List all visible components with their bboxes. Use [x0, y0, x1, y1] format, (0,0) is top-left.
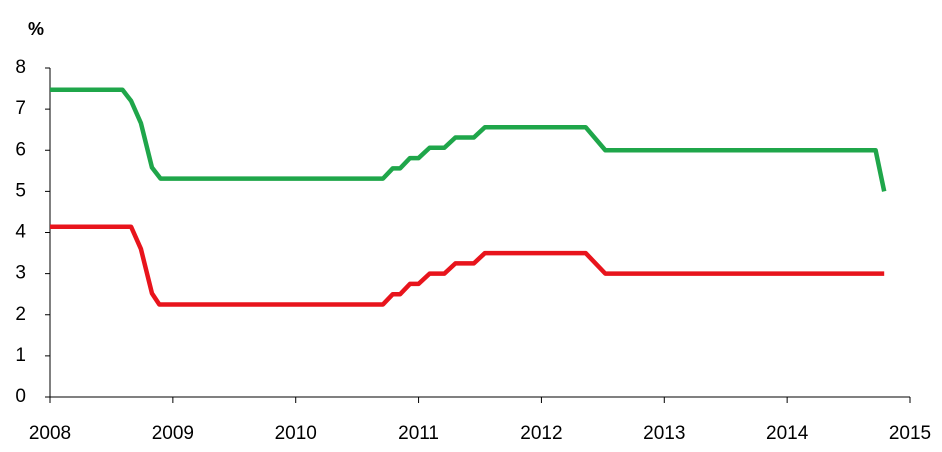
- line-series: [50, 224, 885, 307]
- x-tick-label: 2009: [152, 423, 194, 444]
- y-tick-label: 1: [15, 345, 26, 366]
- y-tick-label: 3: [15, 263, 26, 284]
- x-tick-label: 2011: [398, 423, 439, 444]
- x-tick-label: 2008: [29, 423, 71, 444]
- y-tick-label: 5: [15, 180, 26, 201]
- line-series: [50, 87, 887, 192]
- y-tick-label: 4: [15, 222, 26, 243]
- y-tick-label: 7: [15, 98, 26, 119]
- y-tick-label: 0: [15, 386, 26, 407]
- y-tick-label: 2: [15, 304, 26, 325]
- x-tick-label: 2015: [889, 423, 931, 444]
- y-axis-label: %: [28, 19, 44, 39]
- y-tick-label: 6: [15, 139, 26, 160]
- y-tick-label: 8: [15, 57, 26, 78]
- x-tick-label: 2012: [520, 423, 562, 444]
- x-tick-label: 2010: [275, 423, 317, 444]
- x-tick-label: 2013: [643, 423, 685, 444]
- x-tick-label: 2014: [766, 423, 809, 444]
